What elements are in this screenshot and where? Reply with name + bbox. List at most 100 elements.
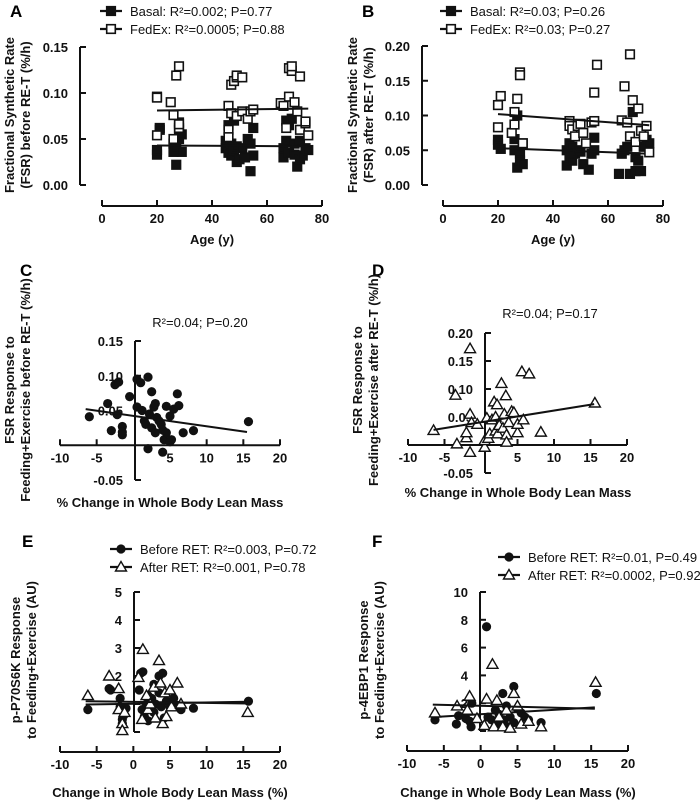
data-point (166, 435, 177, 445)
legend-marker (105, 23, 117, 35)
data-point (490, 693, 504, 706)
x-tick-label: 40 (205, 211, 219, 226)
data-point (137, 405, 147, 416)
y-tick-label: 0.00 (43, 178, 68, 193)
y-tick-label: -0.05 (443, 466, 473, 481)
regression-line (497, 147, 650, 155)
data-point (158, 447, 168, 457)
data-point (286, 113, 297, 124)
regression-line (156, 107, 309, 112)
legend-entry: Basal: R²=0.03; P=0.26 (440, 4, 605, 19)
data-point (460, 703, 475, 715)
data-point (147, 387, 157, 397)
data-point (168, 133, 179, 145)
data-point (591, 59, 603, 70)
data-point (188, 426, 199, 436)
data-point (158, 668, 168, 678)
data-point (141, 702, 155, 715)
data-point (163, 683, 177, 695)
x-tick-label: 0 (98, 211, 105, 226)
y-tick-label: 0.05 (43, 132, 68, 147)
data-point (294, 135, 306, 146)
data-point (589, 87, 600, 98)
y-axis-title: (FSR) after RE-T (%/h) (361, 47, 376, 183)
data-point (152, 653, 166, 666)
data-point (278, 100, 289, 111)
y-tick-label: 0.10 (448, 382, 473, 397)
x-tick-label: 20 (620, 450, 634, 465)
data-point (622, 141, 633, 152)
data-point (114, 377, 124, 387)
y-axis: 0.00 0.05 0.10 0.15 (43, 40, 86, 193)
data-point (496, 719, 510, 732)
data-point (638, 131, 649, 142)
y-tick-label: 0.00 (385, 178, 410, 193)
data-point (136, 378, 146, 388)
data-point (165, 411, 175, 421)
data-point (487, 719, 501, 732)
x-tick-label: 20 (491, 211, 505, 226)
data-point (624, 49, 636, 60)
data-point (172, 389, 182, 399)
data-point (286, 61, 297, 72)
x-axis-title: Change in Whole Body Lean Mass (%) (400, 785, 635, 800)
data-point (103, 398, 113, 409)
y-tick-label: 0.20 (448, 326, 473, 341)
legend-entry: Before RET: R²=0.003, P=0.72 (110, 542, 316, 557)
data-point (490, 397, 504, 410)
y-axis-title: to Feeding+Exercise (AU) (24, 581, 39, 739)
data-point (613, 168, 625, 179)
legend-marker (445, 5, 457, 17)
x-tick-label: 20 (621, 756, 635, 771)
x-tick-label: 5 (166, 757, 173, 772)
y-tick-label: 0.10 (385, 109, 410, 124)
panel-letter: D (372, 261, 384, 280)
data-point (633, 155, 644, 166)
data-point (428, 706, 442, 718)
legend-label: Before RET: R²=0.01, P=0.49 (528, 550, 697, 565)
x-tick-label: 10 (547, 756, 561, 771)
x-axis-title: % Change in Whole Body Lean Mass (405, 485, 632, 500)
data-point (491, 426, 505, 439)
legend-label: Basal: R²=0.03; P=0.26 (470, 4, 605, 19)
legend-entry: FedEx: R²=0.0005; P=0.88 (100, 22, 285, 37)
x-tick-label: 80 (656, 211, 670, 226)
data-point (633, 103, 644, 114)
data-point (515, 364, 529, 377)
x-axis-title: Age (y) (190, 232, 234, 247)
data-point (477, 718, 492, 731)
data-point (300, 116, 311, 127)
x-axis: 0 20 40 60 80 (439, 200, 670, 226)
data-point (81, 688, 95, 701)
series-1 (151, 61, 314, 145)
legend-entry: After RET: R²=0.001, P=0.78 (110, 560, 305, 575)
data-point (144, 409, 155, 419)
x-tick-label: 5 (514, 450, 521, 465)
data-point (170, 676, 185, 688)
legend-marker (502, 568, 516, 580)
data-point (448, 388, 463, 400)
data-point (517, 159, 528, 170)
data-point (161, 428, 171, 438)
series-0 (426, 341, 602, 457)
data-point (106, 426, 116, 436)
y-axis-title: p-4EBP1 Response (356, 600, 371, 719)
x-axis: -10 -5 0 5 10 15 20 (51, 746, 287, 772)
y-tick-label: 0.15 (385, 74, 410, 89)
x-tick-label: 10 (547, 450, 561, 465)
data-point (150, 428, 160, 438)
data-point (534, 425, 548, 437)
y-axis-title: Fractional Synthetic Rate (2, 37, 17, 193)
regression-line (85, 700, 248, 705)
data-point (173, 61, 185, 72)
data-point (241, 705, 255, 718)
data-point (499, 388, 513, 401)
data-point (188, 703, 199, 713)
x-tick-label: -10 (51, 757, 70, 772)
x-axis: 0 20 40 60 80 (98, 200, 329, 226)
y-tick-label: 0.10 (43, 86, 68, 101)
data-point (578, 127, 589, 138)
x-axis: -10 -5 5 10 15 20 (51, 439, 287, 465)
y-axis-title: Fractional Synthetic Rate (345, 37, 360, 193)
